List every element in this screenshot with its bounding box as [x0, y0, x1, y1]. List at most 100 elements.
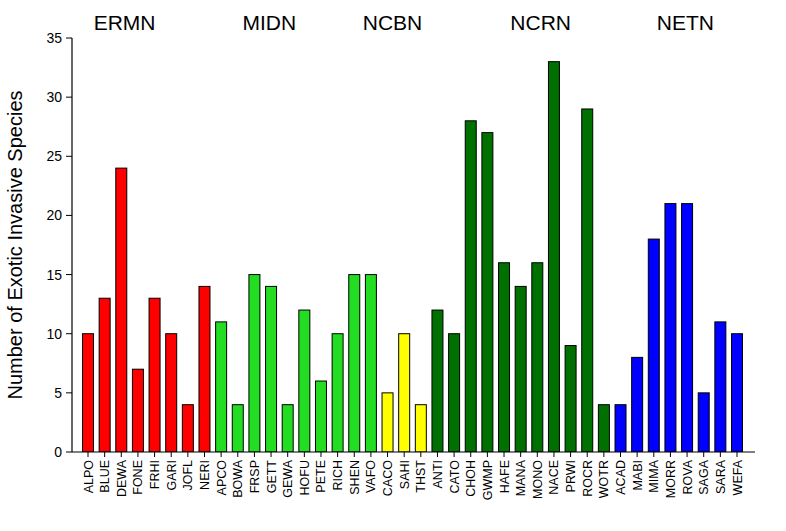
x-tick-label: ALPO	[82, 460, 96, 494]
x-tick-label: GARI	[165, 460, 179, 491]
x-tick	[387, 452, 388, 457]
x-tick-label: CATO	[448, 460, 462, 494]
x-tick-label: WOTR	[597, 460, 611, 498]
y-tick-label: 30	[46, 89, 62, 105]
bar	[482, 133, 493, 452]
x-tick	[104, 452, 105, 457]
bar	[132, 369, 143, 452]
x-tick	[670, 452, 671, 457]
bar	[315, 381, 326, 452]
x-tick-label: WEFA	[731, 459, 745, 495]
x-tick-label: ACAD	[614, 460, 628, 495]
x-tick-label: THST	[414, 460, 428, 493]
x-tick-label: MIMA	[647, 459, 661, 492]
bar	[615, 405, 626, 452]
bar	[415, 405, 426, 452]
y-tick-label: 25	[46, 148, 62, 164]
x-tick-label: ROVA	[681, 459, 695, 494]
bar	[732, 334, 743, 452]
bar	[199, 286, 210, 452]
group-label: NCBN	[363, 11, 423, 34]
x-tick	[720, 452, 721, 457]
x-tick-label: SARA	[714, 459, 728, 494]
x-axis	[72, 451, 755, 452]
x-tick	[454, 452, 455, 457]
group-label: NCRN	[510, 11, 571, 34]
x-tick-label: FONE	[131, 460, 145, 495]
bar	[83, 334, 94, 452]
y-tick	[66, 452, 72, 453]
x-tick-label: NACE	[547, 460, 561, 495]
x-tick	[470, 452, 471, 457]
y-tick	[66, 38, 72, 39]
x-tick-label: RICH	[331, 460, 345, 491]
bar	[382, 393, 393, 452]
y-tick	[66, 392, 72, 393]
bar	[698, 393, 709, 452]
x-tick-label: PETE	[314, 460, 328, 493]
x-tick-label: SAGA	[697, 459, 711, 494]
bar	[665, 204, 676, 452]
x-tick	[204, 452, 205, 457]
x-tick-label: ANTI	[431, 460, 445, 488]
x-tick	[320, 452, 321, 457]
x-tick-label: BOWA	[231, 459, 245, 497]
group-label: ERMN	[94, 11, 156, 34]
x-tick-label: CACO	[381, 460, 395, 496]
bar	[548, 62, 559, 452]
y-tick-label: 5	[54, 385, 62, 401]
bar	[216, 322, 227, 452]
x-tick	[587, 452, 588, 457]
x-tick	[271, 452, 272, 457]
bar	[715, 322, 726, 452]
bar	[582, 109, 593, 452]
x-tick	[237, 452, 238, 457]
chart: 05101520253035ALPOBLUEDEWAFONEFRHIGARIJO…	[0, 0, 786, 531]
x-tick	[504, 452, 505, 457]
y-axis	[71, 38, 72, 452]
bar	[648, 239, 659, 452]
group-label: NETN	[657, 11, 714, 34]
x-tick	[487, 452, 488, 457]
x-tick	[404, 452, 405, 457]
bar	[282, 405, 293, 452]
x-tick-label: HOFU	[298, 460, 312, 495]
x-tick-label: GWMP	[481, 460, 495, 500]
group-label: MIDN	[243, 11, 297, 34]
y-tick	[66, 333, 72, 334]
x-tick	[603, 452, 604, 457]
bars	[83, 62, 743, 452]
x-tick	[537, 452, 538, 457]
x-tick-label: FRHI	[148, 460, 162, 489]
x-tick-label: GETT	[265, 460, 279, 494]
y-tick	[66, 97, 72, 98]
x-tick	[520, 452, 521, 457]
bar	[116, 168, 127, 452]
x-tick	[637, 452, 638, 457]
x-tick-label: MABI	[631, 460, 645, 491]
x-tick	[254, 452, 255, 457]
x-tick-label: MONO	[531, 460, 545, 499]
x-tick-label: SAHI	[398, 460, 412, 489]
x-tick-label: VAFO	[364, 460, 378, 493]
bar	[465, 121, 476, 452]
x-tick	[121, 452, 122, 457]
x-tick	[187, 452, 188, 457]
x-tick	[221, 452, 222, 457]
bar	[99, 298, 110, 452]
x-tick	[354, 452, 355, 457]
x-tick	[437, 452, 438, 457]
x-tick	[570, 452, 571, 457]
bar	[632, 357, 643, 452]
x-tick-label: JOFL	[181, 460, 195, 491]
bar	[432, 310, 443, 452]
y-tick	[66, 215, 72, 216]
y-tick-label: 20	[46, 207, 62, 223]
y-tick-label: 15	[46, 267, 62, 283]
x-tick	[304, 452, 305, 457]
bar	[515, 286, 526, 452]
x-tick	[420, 452, 421, 457]
x-tick	[553, 452, 554, 457]
x-tick-label: FRSP	[248, 460, 262, 493]
x-tick-label: ROCR	[581, 460, 595, 497]
